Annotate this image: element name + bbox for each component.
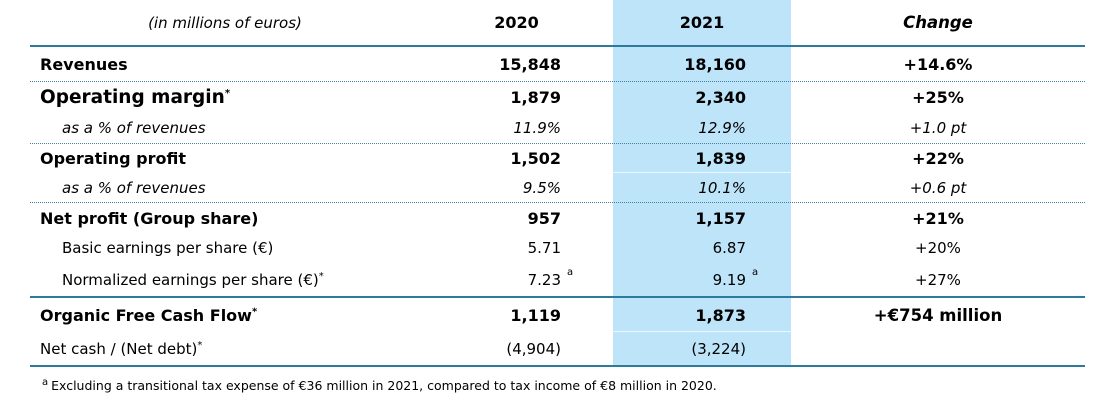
value-2021: 1,873 xyxy=(695,305,746,325)
value-2021: 12.9% xyxy=(698,119,746,137)
row-label: Net profit (Group share) xyxy=(40,208,259,228)
highlight-column-separator xyxy=(613,331,791,332)
value-text: 9.19 xyxy=(712,270,746,289)
financial-results-table: (in millions of euros) 2020 2021 Change … xyxy=(30,0,1085,367)
highlight-column-separator xyxy=(613,172,791,173)
value-change: +25% xyxy=(912,88,964,107)
value-2021: 9.19 a xyxy=(613,266,791,289)
header-col-2020: 2020 xyxy=(494,13,539,32)
value-2020: 5.71 xyxy=(527,239,561,257)
table-row-profit-percent: as a % of revenues 9.5% 10.1% +0.6 pt xyxy=(30,173,1085,203)
value-change: +22% xyxy=(912,149,964,168)
row-label-text: Organic Free Cash Flow xyxy=(40,305,252,325)
row-label: Normalized earnings per share (€)* xyxy=(30,271,420,289)
table-row-revenues: Revenues 15,848 18,160 +14.6% xyxy=(30,47,1085,82)
table-row-operating-margin: Operating margin* 1,879 2,340 +25% xyxy=(30,82,1085,113)
row-label: Revenues xyxy=(40,54,128,74)
value-2021: 6.87 xyxy=(712,239,746,257)
table-row-organic-free-cash-flow: Organic Free Cash Flow* 1,119 1,873 +€75… xyxy=(30,298,1085,332)
value-2020: 1,119 xyxy=(510,305,561,325)
header-units-label: (in millions of euros) xyxy=(148,13,302,32)
footnote-a: a Excluding a transitional tax expense of… xyxy=(42,376,1105,393)
value-2021: 1,157 xyxy=(695,208,746,228)
table-row-basic-eps: Basic earnings per share (€) 5.71 6.87 +… xyxy=(30,233,1085,263)
asterisk-footnote-marker: * xyxy=(224,87,231,99)
table-row-net-cash: Net cash / (Net debt)* (4,904) (3,224) xyxy=(30,332,1085,367)
table-header-row: (in millions of euros) 2020 2021 Change xyxy=(30,0,1085,47)
value-2020: 1,502 xyxy=(510,149,561,168)
value-2021: 18,160 xyxy=(684,54,746,74)
value-2021: 1,839 xyxy=(695,149,746,168)
row-label: as a % of revenues xyxy=(62,178,206,197)
row-label: Organic Free Cash Flow* xyxy=(30,306,420,325)
footnote-a-marker: a xyxy=(752,266,759,278)
value-2020: 15,848 xyxy=(499,54,561,74)
value-2021: 2,340 xyxy=(695,88,746,107)
highlight-column-2021 xyxy=(613,0,791,367)
value-change: +14.6% xyxy=(903,54,973,74)
row-label: Operating margin* xyxy=(30,87,420,108)
table-row-operating-profit: Operating profit 1,502 1,839 +22% xyxy=(30,144,1085,173)
footnote-a-marker: a xyxy=(42,376,49,388)
asterisk-footnote-marker: * xyxy=(251,306,258,318)
value-change: +1.0 pt xyxy=(909,119,967,137)
header-col-2021: 2021 xyxy=(679,13,725,32)
value-change: +27% xyxy=(915,270,961,289)
row-label: Net cash / (Net debt)* xyxy=(30,340,420,358)
table-row-normalized-eps: Normalized earnings per share (€)* 7.23 a… xyxy=(30,263,1085,298)
value-2020: 1,879 xyxy=(510,88,561,107)
value-change: +€754 million xyxy=(873,305,1003,325)
value-2020: 11.9% xyxy=(513,119,561,137)
table-row-margin-percent: as a % of revenues 11.9% 12.9% +1.0 pt xyxy=(30,113,1085,144)
value-2021: 10.1% xyxy=(698,178,746,197)
value-2020: 7.23 a xyxy=(420,266,613,289)
value-2020: (4,904) xyxy=(506,339,561,358)
table-row-net-profit: Net profit (Group share) 957 1,157 +21% xyxy=(30,203,1085,233)
row-label: Basic earnings per share (€) xyxy=(62,239,274,257)
row-label: Operating profit xyxy=(40,149,186,168)
row-label-text: Normalized earnings per share (€) xyxy=(62,270,319,289)
asterisk-footnote-marker: * xyxy=(318,270,324,282)
value-2021: (3,224) xyxy=(691,339,746,358)
value-change: +21% xyxy=(912,208,964,228)
value-text: 7.23 xyxy=(527,270,561,289)
value-change: +20% xyxy=(915,239,961,257)
value-2020: 957 xyxy=(527,208,561,228)
row-label-text: Net cash / (Net debt) xyxy=(40,339,198,358)
value-2020: 9.5% xyxy=(522,178,561,197)
footnote-a-marker: a xyxy=(567,266,574,278)
value-change: +0.6 pt xyxy=(909,178,967,197)
row-label: as a % of revenues xyxy=(62,119,206,137)
header-col-change: Change xyxy=(903,13,973,32)
asterisk-footnote-marker: * xyxy=(197,339,203,351)
row-label-text: Operating margin xyxy=(40,87,225,108)
footnote-text: Excluding a transitional tax expense of … xyxy=(51,378,717,393)
